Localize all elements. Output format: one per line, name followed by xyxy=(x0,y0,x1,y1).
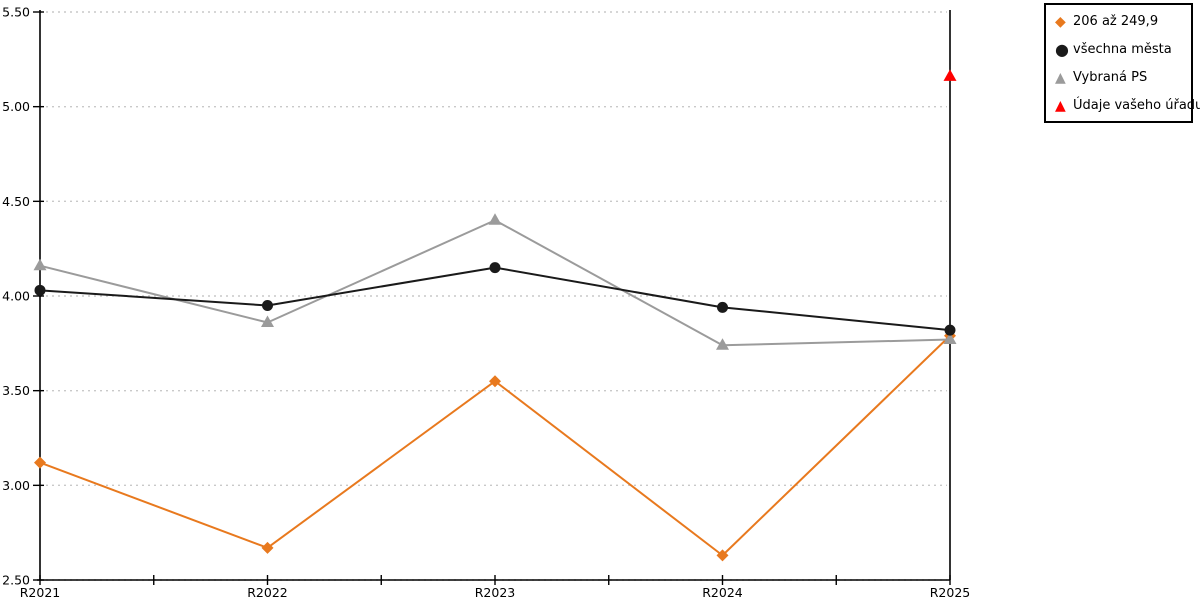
legend-item: ◆ 206 až 249,9 xyxy=(1055,14,1183,29)
legend-item: ● všechna města xyxy=(1055,39,1183,59)
svg-text:R2022: R2022 xyxy=(247,585,288,600)
legend-item-label: Údaje vašeho úřadu xyxy=(1073,98,1200,113)
svg-text:2.50: 2.50 xyxy=(2,573,30,588)
svg-text:R2025: R2025 xyxy=(930,585,971,600)
legend-item-label: všechna města xyxy=(1073,42,1172,57)
svg-text:4.00: 4.00 xyxy=(2,289,30,304)
svg-text:3.50: 3.50 xyxy=(2,383,30,398)
legend-item-label: 206 až 249,9 xyxy=(1073,14,1159,29)
svg-text:R2023: R2023 xyxy=(475,585,516,600)
legend: ◆ 206 až 249,9 ● všechna města ▲ Vybraná… xyxy=(1044,3,1200,123)
circle-icon: ● xyxy=(1055,39,1069,59)
svg-text:3.00: 3.00 xyxy=(2,478,30,493)
svg-text:4.50: 4.50 xyxy=(2,194,30,209)
svg-text:R2024: R2024 xyxy=(702,585,743,600)
triangle-icon: ▲ xyxy=(1055,69,1066,86)
svg-text:R2021: R2021 xyxy=(20,585,61,600)
legend-item-label: Vybraná PS xyxy=(1073,70,1148,85)
legend-item: ▲ Údaje vašeho úřadu xyxy=(1055,97,1200,114)
svg-text:5.50: 5.50 xyxy=(2,5,30,20)
legend-item: ▲ Vybraná PS xyxy=(1055,70,1183,85)
diamond-icon: ◆ xyxy=(1055,13,1066,30)
triangle-icon: ▲ xyxy=(1055,97,1066,114)
svg-text:5.00: 5.00 xyxy=(2,99,30,114)
